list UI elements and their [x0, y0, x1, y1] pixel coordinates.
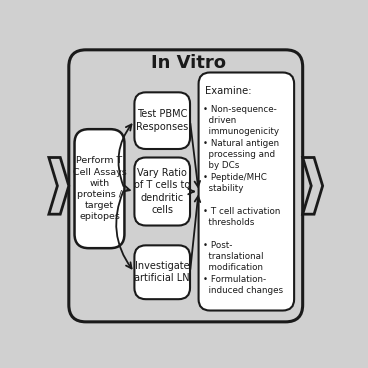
- Text: • Non-sequence-
  driven
  immunogenicity: • Non-sequence- driven immunogenicity: [203, 105, 279, 135]
- FancyBboxPatch shape: [69, 50, 302, 322]
- Polygon shape: [49, 158, 69, 214]
- FancyBboxPatch shape: [134, 92, 190, 149]
- FancyBboxPatch shape: [199, 72, 294, 311]
- Text: Test PBMC
Responses: Test PBMC Responses: [136, 109, 188, 132]
- Text: Examine:: Examine:: [205, 86, 251, 96]
- Text: • Natural antigen
  processing and
  by DCs: • Natural antigen processing and by DCs: [203, 139, 279, 170]
- FancyBboxPatch shape: [134, 245, 190, 299]
- Text: • Formulation-
  induced changes: • Formulation- induced changes: [203, 275, 283, 295]
- Text: Vary Ratio
of T cells to
dendritic
cells: Vary Ratio of T cells to dendritic cells: [134, 168, 190, 215]
- Text: • Peptide/MHC
  stability: • Peptide/MHC stability: [203, 173, 267, 193]
- Text: Perform T
Cell Assays
with
proteins /
target
epitopes: Perform T Cell Assays with proteins / ta…: [72, 156, 126, 221]
- Text: • Post-
  translational
  modification: • Post- translational modification: [203, 241, 263, 272]
- Text: • T cell activation
  thresholds: • T cell activation thresholds: [203, 207, 280, 227]
- FancyBboxPatch shape: [74, 129, 124, 248]
- FancyBboxPatch shape: [134, 158, 190, 226]
- Polygon shape: [302, 158, 323, 214]
- Text: In Vitro: In Vitro: [151, 54, 226, 72]
- Text: Investigate
artificial LN: Investigate artificial LN: [134, 261, 190, 283]
